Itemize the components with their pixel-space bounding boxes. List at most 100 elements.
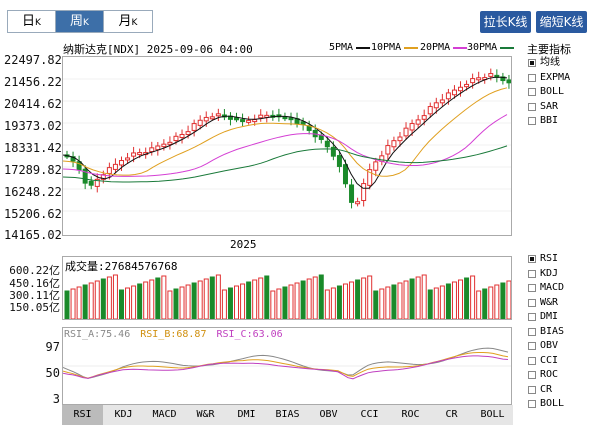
checkbox-icon[interactable] xyxy=(528,371,536,380)
tab-macd[interactable]: MACD xyxy=(152,409,177,420)
sub-indicator-list: RSI KDJ MACD W&R DMI BIAS OBV CCI ROC CR… xyxy=(528,252,564,412)
sub-kdj-option[interactable]: KDJ xyxy=(528,267,564,282)
indicator-boll-option[interactable]: BOLL xyxy=(528,85,570,100)
sub-obv-option[interactable]: OBV xyxy=(528,339,564,354)
volume-bar xyxy=(227,287,233,320)
tab-cci[interactable]: CCI xyxy=(360,409,379,420)
checkbox-icon[interactable] xyxy=(528,313,536,322)
candle-body xyxy=(100,174,106,180)
volume-bar xyxy=(185,284,191,320)
candle-body xyxy=(76,161,82,171)
volume-bar xyxy=(427,289,433,320)
sub-macd-option[interactable]: MACD xyxy=(528,281,564,296)
year-label: 2025 xyxy=(230,238,257,251)
volume-bar xyxy=(506,280,512,320)
candle-body xyxy=(500,76,506,82)
candle-body xyxy=(112,163,118,170)
period-tabs: 日K 周K 月K xyxy=(7,10,153,33)
volume-bar xyxy=(494,284,500,320)
checkbox-icon[interactable] xyxy=(528,88,536,97)
checkbox-icon[interactable] xyxy=(528,73,536,82)
volume-bar xyxy=(294,282,300,320)
volume-bar xyxy=(161,275,167,320)
candle-body xyxy=(252,119,258,123)
candle-body xyxy=(421,115,427,120)
stretch-kline-button[interactable]: 拉长K线 xyxy=(480,11,531,33)
sub-boll-option[interactable]: BOLL xyxy=(528,397,564,412)
candle-body xyxy=(476,77,482,81)
volume-bar xyxy=(488,286,494,320)
indicator-expma-option[interactable]: EXPMA xyxy=(528,71,570,86)
tab-boll[interactable]: BOLL xyxy=(480,409,505,420)
sub-bias-option[interactable]: BIAS xyxy=(528,325,564,340)
volume-chart[interactable] xyxy=(62,256,512,320)
candle-body xyxy=(70,156,76,162)
volume-bar xyxy=(415,276,421,320)
volume-bar xyxy=(330,287,336,320)
sub-roc-option[interactable]: ROC xyxy=(528,368,564,383)
tab-roc[interactable]: ROC xyxy=(401,409,420,420)
tab-wr[interactable]: W&R xyxy=(196,409,215,420)
tab-rsi[interactable]: RSI xyxy=(62,405,103,425)
checkbox-icon[interactable] xyxy=(528,298,536,307)
volume-bar xyxy=(306,278,312,320)
checkbox-icon[interactable] xyxy=(528,284,536,293)
volume-bar xyxy=(276,288,282,320)
tab-dmi[interactable]: DMI xyxy=(237,409,256,420)
tab-obv[interactable]: OBV xyxy=(319,409,338,420)
candle-body xyxy=(82,168,88,184)
indicator-ma-option[interactable]: 均线 xyxy=(528,56,570,71)
checkbox-icon[interactable] xyxy=(528,117,536,126)
volume-bar xyxy=(373,290,379,320)
tab-weekly-k[interactable]: 周K xyxy=(56,11,104,32)
ma5-line xyxy=(62,76,508,189)
checkbox-icon[interactable] xyxy=(528,59,536,68)
volume-bar xyxy=(173,288,179,320)
checkbox-icon[interactable] xyxy=(528,255,536,264)
volume-bar xyxy=(76,286,82,320)
candle-body xyxy=(458,86,464,92)
tab-bias[interactable]: BIAS xyxy=(275,409,300,420)
checkbox-icon[interactable] xyxy=(528,385,536,394)
indicator-bbi-option[interactable]: BBI xyxy=(528,114,570,129)
sub-rsi-option[interactable]: RSI xyxy=(528,252,564,267)
checkbox-icon[interactable] xyxy=(528,400,536,409)
sub-cr-option[interactable]: CR xyxy=(528,383,564,398)
rsi-axis-label: 97 xyxy=(45,340,60,354)
volume-bar xyxy=(258,277,264,320)
volume-bar xyxy=(470,275,476,320)
sub-dmi-option[interactable]: DMI xyxy=(528,310,564,325)
volume-bar xyxy=(391,284,397,320)
candlestick-chart[interactable] xyxy=(62,56,512,236)
candle-body xyxy=(94,178,100,187)
checkbox-icon[interactable] xyxy=(528,342,536,351)
checkbox-icon[interactable] xyxy=(528,269,536,278)
price-axis-label: 14165.02 xyxy=(4,228,62,242)
checkbox-icon[interactable] xyxy=(528,102,536,111)
candle-body xyxy=(506,79,512,84)
tab-cr[interactable]: CR xyxy=(445,409,458,420)
volume-bar xyxy=(355,279,361,320)
sub-wr-option[interactable]: W&R xyxy=(528,296,564,311)
candle-body xyxy=(445,92,451,100)
checkbox-icon[interactable] xyxy=(528,356,536,365)
tab-kdj[interactable]: KDJ xyxy=(114,409,133,420)
candle-body xyxy=(433,102,439,109)
volume-bar xyxy=(240,283,246,320)
ma20-legend: 20PMA xyxy=(420,42,468,53)
candle-body xyxy=(397,136,403,142)
volume-bar xyxy=(179,286,185,320)
ma5-legend: 5PMA xyxy=(329,42,371,53)
shorten-kline-button[interactable]: 缩短K线 xyxy=(536,11,587,33)
candle-body xyxy=(149,147,155,153)
checkbox-icon[interactable] xyxy=(528,327,536,336)
candlestick-svg xyxy=(62,68,512,212)
volume-bar xyxy=(403,280,409,320)
sub-cci-option[interactable]: CCI xyxy=(528,354,564,369)
tab-monthly-k[interactable]: 月K xyxy=(104,11,152,32)
rsi-chart[interactable] xyxy=(62,327,512,405)
volume-bar xyxy=(246,281,252,320)
indicator-sar-option[interactable]: SAR xyxy=(528,100,570,115)
tab-daily-k[interactable]: 日K xyxy=(8,11,56,32)
volume-bar xyxy=(94,280,100,320)
